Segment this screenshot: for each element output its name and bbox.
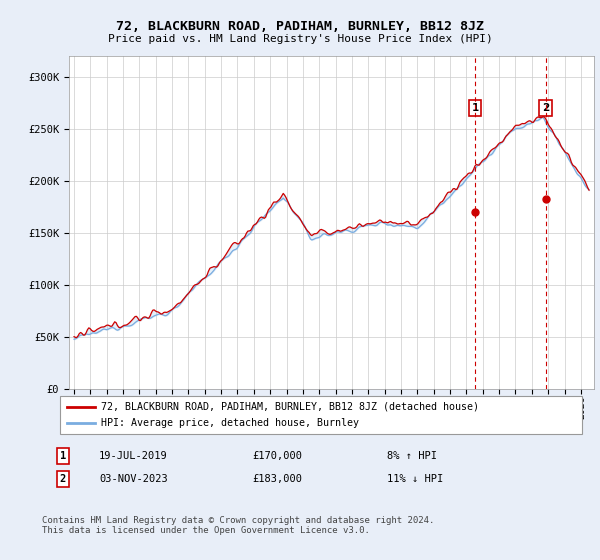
- Text: 72, BLACKBURN ROAD, PADIHAM, BURNLEY, BB12 8JZ: 72, BLACKBURN ROAD, PADIHAM, BURNLEY, BB…: [116, 20, 484, 32]
- Text: 1: 1: [60, 451, 66, 461]
- Text: £183,000: £183,000: [252, 474, 302, 484]
- Text: 2: 2: [60, 474, 66, 484]
- Text: 11% ↓ HPI: 11% ↓ HPI: [387, 474, 443, 484]
- Text: HPI: Average price, detached house, Burnley: HPI: Average price, detached house, Burn…: [101, 418, 359, 428]
- Text: 2: 2: [542, 103, 549, 113]
- Text: 1: 1: [472, 103, 479, 113]
- Text: Price paid vs. HM Land Registry's House Price Index (HPI): Price paid vs. HM Land Registry's House …: [107, 34, 493, 44]
- Text: £170,000: £170,000: [252, 451, 302, 461]
- Text: 72, BLACKBURN ROAD, PADIHAM, BURNLEY, BB12 8JZ (detached house): 72, BLACKBURN ROAD, PADIHAM, BURNLEY, BB…: [101, 402, 479, 412]
- Text: 19-JUL-2019: 19-JUL-2019: [99, 451, 168, 461]
- Text: 8% ↑ HPI: 8% ↑ HPI: [387, 451, 437, 461]
- Text: Contains HM Land Registry data © Crown copyright and database right 2024.
This d: Contains HM Land Registry data © Crown c…: [42, 516, 434, 535]
- Text: 03-NOV-2023: 03-NOV-2023: [99, 474, 168, 484]
